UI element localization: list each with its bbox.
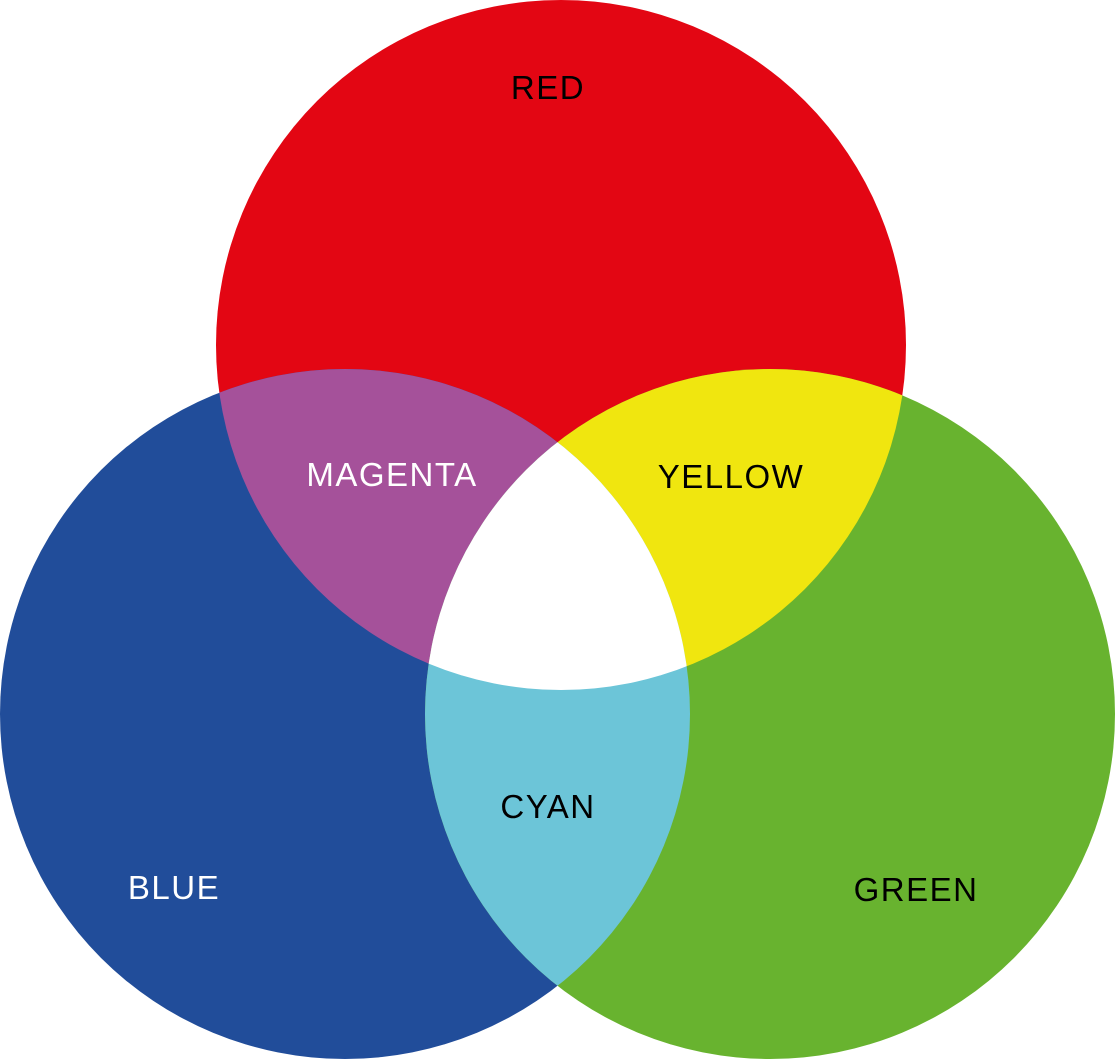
cyan-label: CYAN bbox=[500, 788, 595, 825]
magenta-label: MAGENTA bbox=[306, 456, 477, 493]
green-label: GREEN bbox=[854, 871, 979, 908]
blue-label: BLUE bbox=[128, 869, 220, 906]
yellow-label: YELLOW bbox=[658, 458, 805, 495]
red-label: RED bbox=[511, 69, 585, 106]
white-center-overlap bbox=[425, 369, 690, 690]
